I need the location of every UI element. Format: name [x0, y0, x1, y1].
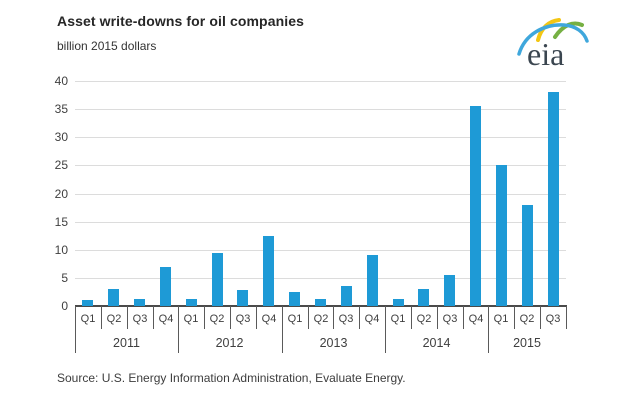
- gridline: [75, 194, 566, 195]
- x-quarter-label: Q3: [338, 313, 354, 325]
- y-tick-label: 10: [54, 243, 68, 257]
- bar: [496, 165, 507, 306]
- bar: [289, 292, 300, 306]
- x-quarter-label: Q1: [493, 313, 509, 325]
- year-separator: [75, 306, 76, 353]
- bar: [108, 289, 119, 306]
- quarter-separator: [256, 306, 257, 329]
- quarter-separator: [540, 306, 541, 329]
- quarter-separator: [101, 306, 102, 329]
- bar: [134, 299, 145, 306]
- chart-units-label: billion 2015 dollars: [57, 39, 157, 53]
- eia-logo: eia: [517, 18, 589, 72]
- chart-title: Asset write-downs for oil companies: [57, 13, 304, 29]
- source-note: Source: U.S. Energy Information Administ…: [57, 371, 406, 385]
- bar: [341, 286, 352, 306]
- x-quarter-label: Q3: [132, 313, 148, 325]
- bar: [237, 290, 248, 306]
- y-tick-label: 30: [54, 130, 68, 144]
- x-quarter-label: Q3: [442, 313, 458, 325]
- x-quarter-label: Q4: [158, 313, 174, 325]
- eia-logo-text: eia: [527, 36, 564, 72]
- x-axis-line: [75, 305, 567, 307]
- bar: [315, 299, 326, 306]
- x-quarter-label: Q1: [183, 313, 199, 325]
- gridline: [75, 109, 566, 110]
- bar: [470, 106, 481, 306]
- quarter-separator: [514, 306, 515, 329]
- bar: [82, 300, 93, 306]
- quarter-separator: [153, 306, 154, 329]
- x-quarter-label: Q1: [80, 313, 96, 325]
- x-year-label: 2013: [319, 336, 348, 350]
- bar: [548, 92, 559, 306]
- y-tick-label: 15: [54, 215, 68, 229]
- x-year-label: 2011: [113, 336, 140, 350]
- quarter-separator: [566, 306, 567, 329]
- y-tick-label: 40: [54, 74, 68, 88]
- x-year-label: 2012: [215, 336, 244, 350]
- gridline: [75, 278, 566, 279]
- x-quarter-label: Q2: [416, 313, 432, 325]
- bar: [160, 267, 171, 306]
- y-tick-label: 25: [54, 158, 68, 172]
- bar: [418, 289, 429, 306]
- bar: [444, 275, 455, 306]
- bar: [367, 255, 378, 306]
- gridline: [75, 222, 566, 223]
- x-quarter-label: Q4: [364, 313, 380, 325]
- quarter-separator: [230, 306, 231, 329]
- x-quarter-label: Q2: [209, 313, 225, 325]
- x-quarter-label: Q1: [287, 313, 303, 325]
- bar: [212, 253, 223, 306]
- x-quarter-label: Q2: [313, 313, 329, 325]
- quarter-separator: [333, 306, 334, 329]
- bar: [263, 236, 274, 306]
- x-quarter-label: Q1: [390, 313, 406, 325]
- quarter-separator: [437, 306, 438, 329]
- year-separator: [282, 306, 283, 353]
- x-quarter-label: Q4: [261, 313, 277, 325]
- x-quarter-label: Q2: [519, 313, 535, 325]
- quarter-separator: [463, 306, 464, 329]
- x-year-label: 2014: [422, 336, 451, 350]
- quarter-separator: [359, 306, 360, 329]
- gridline: [75, 137, 566, 138]
- eia-logo-blue-swoosh: [517, 23, 589, 56]
- y-tick-label: 0: [61, 299, 68, 313]
- y-tick-label: 35: [54, 102, 68, 116]
- y-tick-label: 5: [61, 271, 68, 285]
- gridline: [75, 250, 566, 251]
- quarter-separator: [204, 306, 205, 329]
- bar: [393, 299, 404, 306]
- bar: [186, 299, 197, 306]
- x-quarter-label: Q2: [106, 313, 122, 325]
- gridline: [75, 165, 566, 166]
- x-quarter-label: Q4: [468, 313, 484, 325]
- bar: [522, 205, 533, 306]
- x-year-label: 2015: [513, 336, 541, 350]
- quarter-separator: [411, 306, 412, 329]
- quarter-separator: [308, 306, 309, 329]
- x-quarter-label: Q3: [235, 313, 251, 325]
- x-quarter-label: Q3: [545, 313, 561, 325]
- y-tick-label: 20: [54, 187, 68, 201]
- year-separator: [488, 306, 489, 353]
- year-separator: [385, 306, 386, 353]
- year-separator: [178, 306, 179, 353]
- quarter-separator: [127, 306, 128, 329]
- gridline: [75, 81, 566, 82]
